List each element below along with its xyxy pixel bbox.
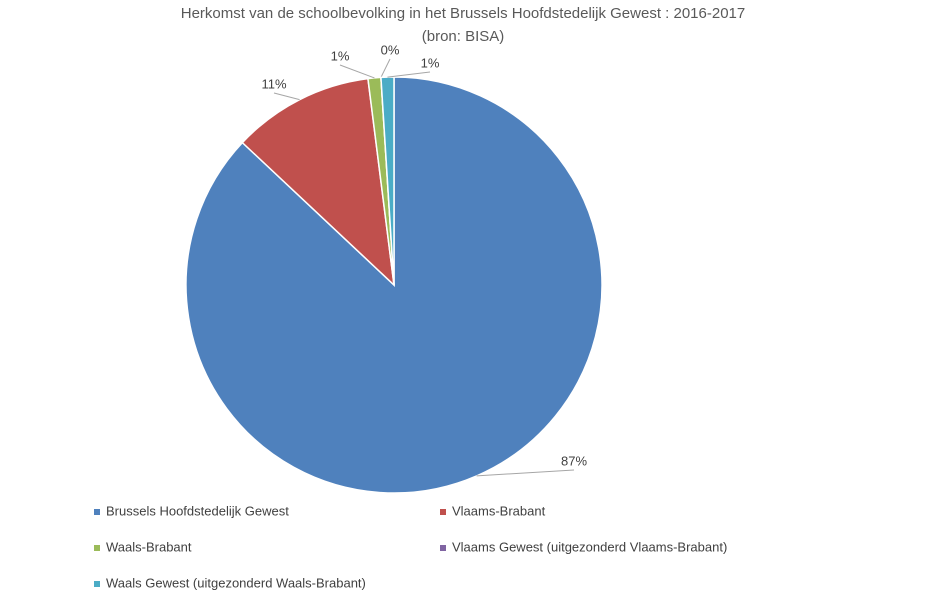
pie-slice xyxy=(241,77,396,287)
legend-marker xyxy=(94,545,100,551)
legend-label: Waals-Brabant xyxy=(106,539,192,554)
legend-label: Brussels Hoofdstedelijk Gewest xyxy=(106,503,289,518)
legend-label: Vlaams-Brabant xyxy=(452,503,546,518)
leader-line xyxy=(273,92,300,101)
data-label: 1% xyxy=(331,48,350,63)
leader-line xyxy=(476,469,575,477)
legend-marker xyxy=(440,545,446,551)
data-label: 87% xyxy=(561,453,587,468)
legend-marker xyxy=(440,509,446,515)
data-label: 0% xyxy=(381,42,400,57)
legend-marker xyxy=(94,581,100,587)
leader-line xyxy=(339,64,375,79)
data-label: 1% xyxy=(421,55,440,70)
leader-line xyxy=(380,58,391,78)
legend-label: Waals Gewest (uitgezonderd Waals-Brabant… xyxy=(106,575,366,590)
legend-label: Vlaams Gewest (uitgezonderd Vlaams-Braba… xyxy=(452,539,727,554)
chart-title: Herkomst van de schoolbevolking in het B… xyxy=(181,5,745,22)
legend-marker xyxy=(94,509,100,515)
pie-slice xyxy=(185,76,603,494)
data-label: 11% xyxy=(261,76,286,91)
leader-line xyxy=(387,71,431,78)
chart-subtitle: (bron: BISA) xyxy=(422,28,505,45)
